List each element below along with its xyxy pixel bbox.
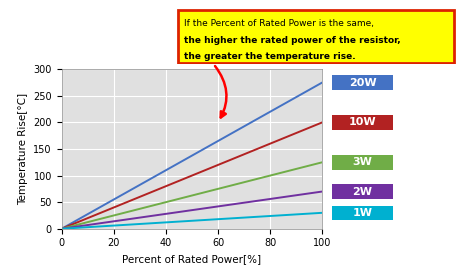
Text: 1W: 1W bbox=[353, 208, 373, 218]
X-axis label: Percent of Rated Power[%]: Percent of Rated Power[%] bbox=[122, 254, 262, 264]
FancyBboxPatch shape bbox=[328, 184, 396, 200]
Text: 2W: 2W bbox=[353, 187, 373, 197]
FancyBboxPatch shape bbox=[328, 205, 396, 221]
Y-axis label: Temperature Rise[°C]: Temperature Rise[°C] bbox=[18, 93, 27, 205]
FancyBboxPatch shape bbox=[328, 74, 396, 91]
Text: If the Percent of Rated Power is the same,: If the Percent of Rated Power is the sam… bbox=[184, 19, 374, 28]
Text: the higher the rated power of the resistor,: the higher the rated power of the resist… bbox=[184, 36, 401, 45]
Text: 3W: 3W bbox=[353, 157, 373, 167]
Text: the greater the temperature rise.: the greater the temperature rise. bbox=[184, 52, 356, 61]
Text: 10W: 10W bbox=[349, 118, 376, 127]
FancyBboxPatch shape bbox=[328, 114, 396, 131]
Text: 20W: 20W bbox=[349, 78, 376, 88]
FancyBboxPatch shape bbox=[328, 154, 396, 171]
FancyBboxPatch shape bbox=[178, 10, 454, 63]
